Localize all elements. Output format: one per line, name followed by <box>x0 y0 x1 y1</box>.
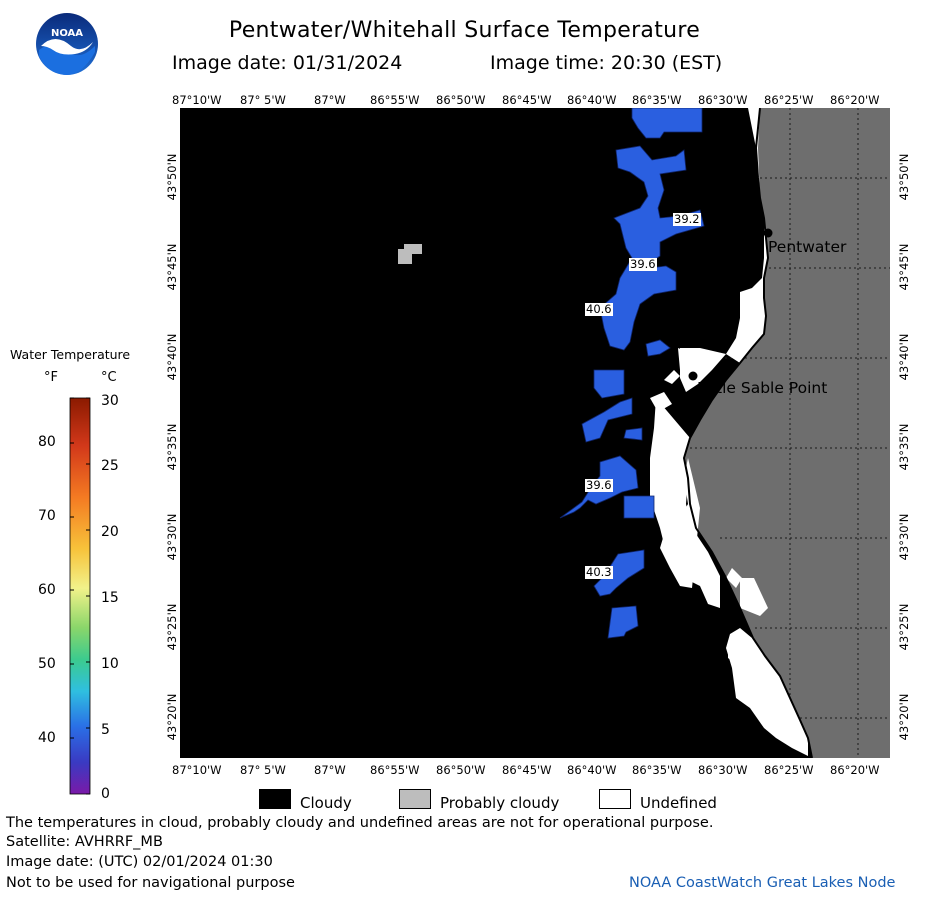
land-grid <box>690 108 890 758</box>
legend-f-tick: 40 <box>38 730 56 746</box>
lon-label-top: 86°35'W <box>632 93 682 107</box>
lon-label-bottom: 86°20'W <box>830 763 880 777</box>
legend-unit-c: °C <box>101 370 117 385</box>
lon-label-bottom: 87°W <box>314 763 346 777</box>
legend-unit-f: °F <box>44 370 58 385</box>
key-cloudy-label: Cloudy <box>300 794 352 812</box>
lon-label-bottom: 86°45'W <box>502 763 552 777</box>
lat-label-left: 43°30'N <box>165 513 179 561</box>
key-cloudy-swatch <box>259 789 291 809</box>
place-label-little-sable-point: Little Sable Point <box>697 379 828 397</box>
lat-label-right: 43°30'N <box>897 513 911 561</box>
lon-label-top: 87°W <box>314 93 346 107</box>
lon-label-bottom: 87°10'W <box>172 763 222 777</box>
little-sable-point-marker <box>688 371 698 381</box>
key-probably-cloudy-label: Probably cloudy <box>440 794 560 812</box>
lon-label-bottom: 86°25'W <box>764 763 814 777</box>
lon-label-bottom: 86°40'W <box>567 763 617 777</box>
lat-label-right: 43°45'N <box>897 243 911 291</box>
lon-label-bottom: 86°30'W <box>698 763 748 777</box>
lon-label-bottom: 87° 5'W <box>240 763 286 777</box>
lon-label-top: 86°20'W <box>830 93 880 107</box>
footer-nav-warning: Not to be used for navigational purpose <box>6 875 295 891</box>
lat-label-left: 43°40'N <box>165 333 179 381</box>
image-time: Image time: 20:30 (EST) <box>490 52 723 74</box>
lon-label-bottom: 86°55'W <box>370 763 420 777</box>
lon-label-top: 87°10'W <box>172 93 222 107</box>
sst-value-label: 39.6 <box>585 478 613 492</box>
logo-text: NOAA <box>51 28 83 39</box>
place-label-pentwater: Pentwater <box>768 238 847 256</box>
lon-label-top: 86°50'W <box>436 93 486 107</box>
lat-label-right: 43°25'N <box>897 603 911 651</box>
footer-utc-date: Image date: (UTC) 02/01/2024 01:30 <box>6 854 273 870</box>
sst-value-label: 39.2 <box>673 212 701 226</box>
image-date: Image date: 01/31/2024 <box>172 52 403 74</box>
lon-label-top: 86°25'W <box>764 93 814 107</box>
sst-value-label: 40.3 <box>585 565 613 579</box>
lat-label-right: 43°20'N <box>897 693 911 741</box>
lat-label-left: 43°50'N <box>165 153 179 201</box>
lat-label-right: 43°40'N <box>897 333 911 381</box>
footer-satellite: Satellite: AVHRRF_MB <box>6 834 163 850</box>
legend-f-tick: 70 <box>38 508 56 524</box>
legend-f-tick: 60 <box>38 582 56 598</box>
legend-c-tick: 30 <box>101 393 119 409</box>
land-area <box>684 108 890 758</box>
shoreline <box>682 108 813 758</box>
legend-c-tick: 10 <box>101 656 119 672</box>
noaa-logo: NOAA <box>36 13 98 75</box>
legend-f-tick: 50 <box>38 656 56 672</box>
lon-label-bottom: 86°35'W <box>632 763 682 777</box>
footer-credit: NOAA CoastWatch Great Lakes Node <box>629 875 896 891</box>
key-undefined-label: Undefined <box>640 794 717 812</box>
lon-label-top: 87° 5'W <box>240 93 286 107</box>
legend-c-tick: 5 <box>101 722 110 738</box>
lon-label-top: 86°40'W <box>567 93 617 107</box>
lat-label-left: 43°45'N <box>165 243 179 291</box>
map-title: Pentwater/Whitehall Surface Temperature <box>228 18 701 43</box>
lat-label-left: 43°20'N <box>165 693 179 741</box>
legend-c-tick: 25 <box>101 458 119 474</box>
sst-patches <box>559 108 705 639</box>
lat-label-left: 43°35'N <box>165 423 179 471</box>
undefined-area <box>650 108 808 756</box>
lon-label-top: 86°45'W <box>502 93 552 107</box>
sst-value-label: 39.6 <box>629 257 657 271</box>
lon-label-bottom: 86°50'W <box>436 763 486 777</box>
lon-label-top: 86°55'W <box>370 93 420 107</box>
legend-c-tick: 15 <box>101 590 119 606</box>
lon-label-top: 86°30'W <box>698 93 748 107</box>
footer-note: The temperatures in cloud, probably clou… <box>6 815 714 831</box>
legend-c-tick: 20 <box>101 524 119 540</box>
lat-label-right: 43°50'N <box>897 153 911 201</box>
sst-map <box>180 108 890 758</box>
color-scale-bar <box>69 397 91 795</box>
pentwater-marker <box>763 228 773 238</box>
legend-title: Water Temperature <box>10 347 131 362</box>
key-probably-cloudy-swatch <box>399 789 431 809</box>
lat-label-left: 43°25'N <box>165 603 179 651</box>
key-undefined-swatch <box>599 789 631 809</box>
legend-c-tick: 0 <box>101 786 110 802</box>
lat-label-right: 43°35'N <box>897 423 911 471</box>
sst-value-label: 40.6 <box>585 302 613 316</box>
probably-cloudy-area <box>398 244 422 264</box>
legend-f-tick: 80 <box>38 434 56 450</box>
